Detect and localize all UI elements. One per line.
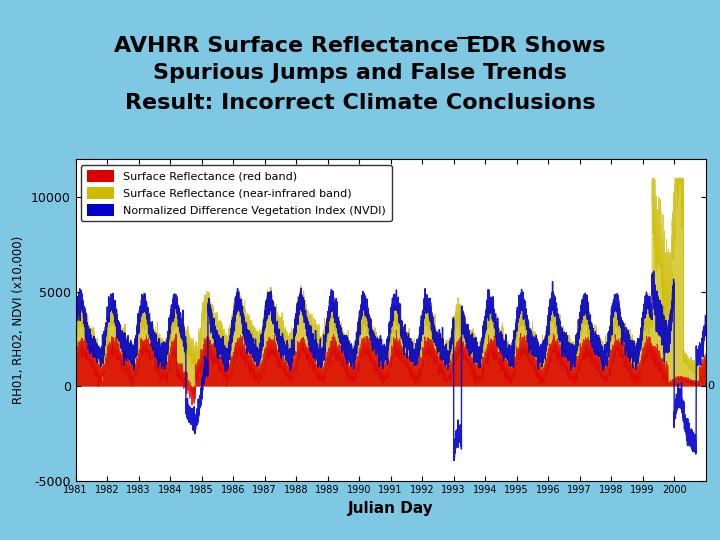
X-axis label: Julian Day: Julian Day bbox=[348, 501, 433, 516]
Text: AVHRR Surface Reflectance EDR Shows: AVHRR Surface Reflectance EDR Shows bbox=[114, 36, 606, 56]
Text: 0: 0 bbox=[707, 381, 714, 391]
Y-axis label: RH01, RH02, NDVI (x10,000): RH01, RH02, NDVI (x10,000) bbox=[12, 236, 25, 404]
Legend: Surface Reflectance (red band), Surface Reflectance (near-infrared band), Normal: Surface Reflectance (red band), Surface … bbox=[81, 165, 392, 221]
Text: Result: Incorrect Climate Conclusions: Result: Incorrect Climate Conclusions bbox=[125, 92, 595, 113]
Text: Spurious Jumps and False Trends: Spurious Jumps and False Trends bbox=[153, 63, 567, 83]
